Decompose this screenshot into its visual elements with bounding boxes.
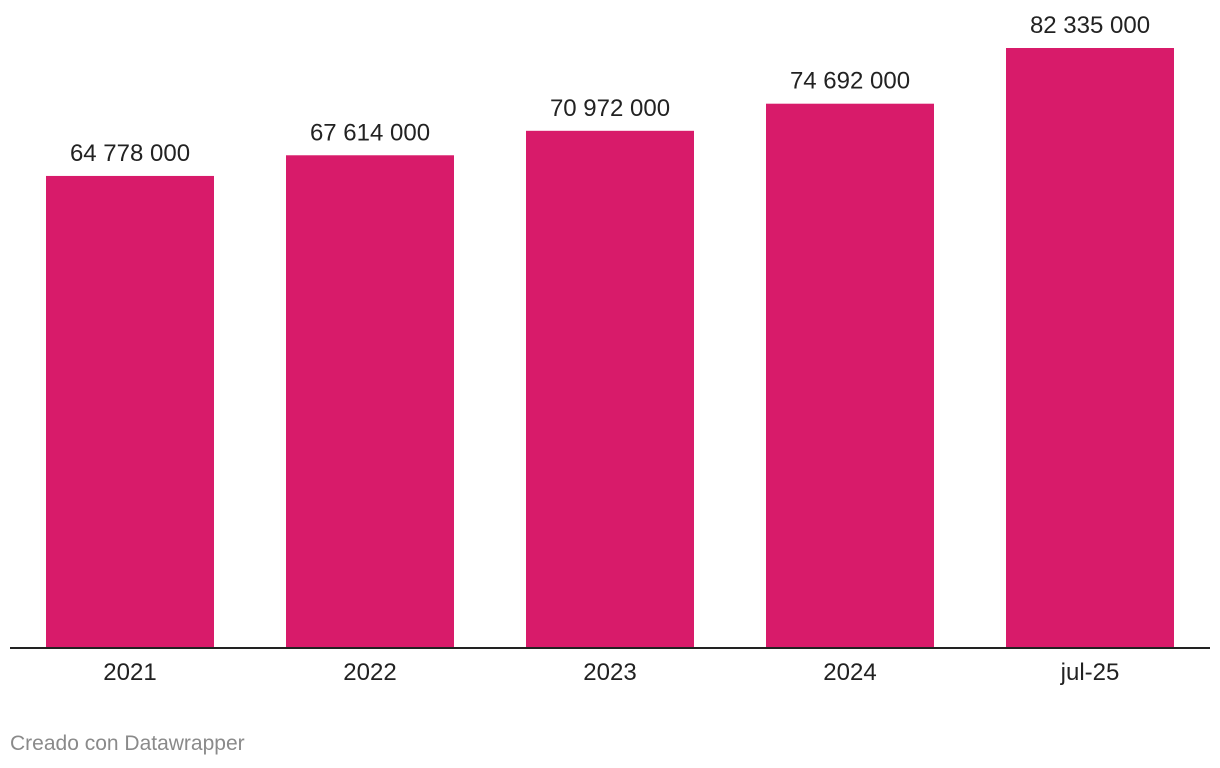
x-tick-label-jul-25: jul-25 xyxy=(1060,659,1120,686)
datawrapper-credit: Creado con Datawrapper xyxy=(10,732,245,755)
value-label-2024: 74 692 000 xyxy=(790,68,910,95)
bar-2024 xyxy=(766,103,934,649)
value-labels-group: 64 778 000 67 614 000 70 972 000 74 692 000… xyxy=(70,12,1150,167)
value-label-2023: 70 972 000 xyxy=(550,95,670,122)
value-label-jul-25: 82 335 000 xyxy=(1030,12,1150,39)
x-tick-label-2022: 2022 xyxy=(343,659,396,686)
value-label-2021: 64 778 000 xyxy=(70,140,190,167)
bar-2021 xyxy=(46,175,214,648)
bars-group xyxy=(46,48,1174,649)
x-tick-label-2024: 2024 xyxy=(823,659,876,686)
x-tick-label-2021: 2021 xyxy=(103,659,156,686)
x-tick-labels-group: 2021 2022 2023 2024 jul-25 xyxy=(103,659,1119,686)
bar-jul-25 xyxy=(1006,48,1174,648)
bar-2022 xyxy=(286,155,454,648)
x-tick-label-2023: 2023 xyxy=(583,659,636,686)
bar-2023 xyxy=(526,130,694,649)
bar-chart: 64 778 000 67 614 000 70 972 000 74 692 000… xyxy=(10,12,1210,686)
value-label-2022: 67 614 000 xyxy=(310,119,430,146)
